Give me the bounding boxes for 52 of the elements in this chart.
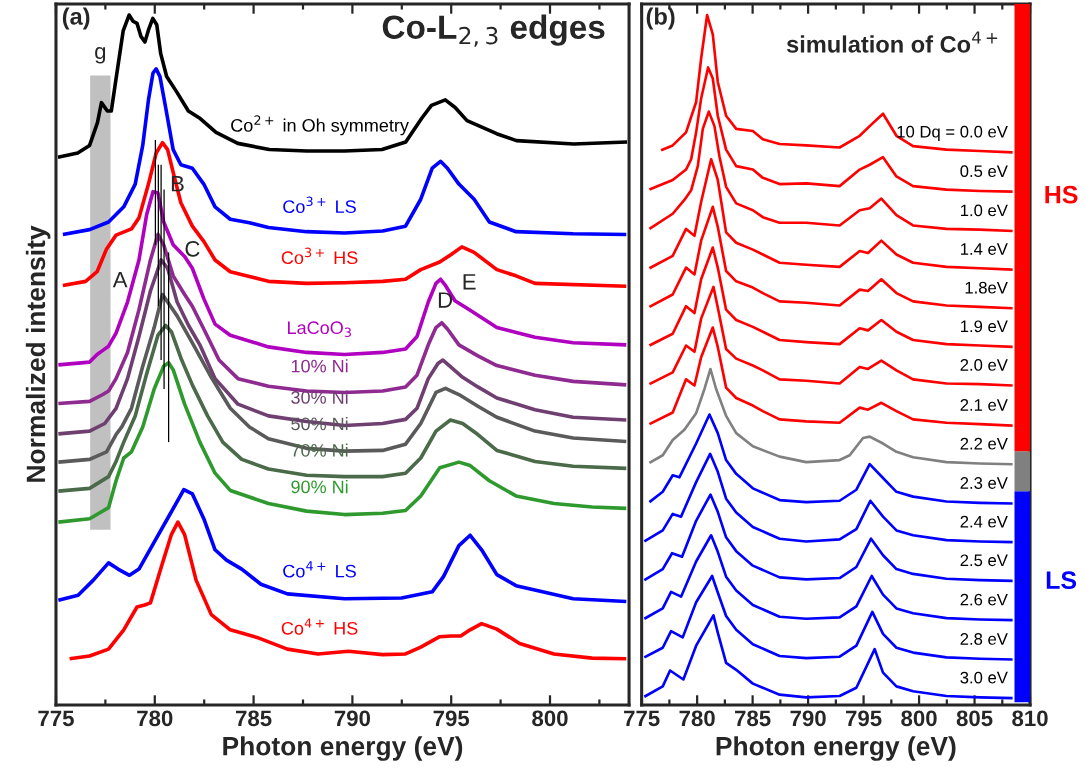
x-tick-label: 775	[624, 710, 660, 727]
chart-title: Co-L$_{2,3}$ edges	[382, 14, 605, 47]
series-label: Co$^{3+}$ HS	[281, 247, 358, 265]
band-label: g	[95, 47, 106, 64]
annotation: E	[463, 274, 476, 290]
x-tick-label: 795	[433, 710, 470, 727]
series-label: 3.0 eV	[960, 671, 1008, 684]
annotation: C	[185, 240, 200, 257]
x-tick-label: 785	[236, 710, 272, 727]
x-tick-label: 795	[846, 710, 882, 727]
series-label: 2.6 eV	[960, 593, 1008, 606]
x-tick-label: 800	[532, 710, 568, 727]
x-axis-title: Photon energy (eV)	[223, 736, 463, 761]
series-label: Co$^{4+}$ LS	[283, 561, 356, 578]
x-tick-label: 785	[735, 710, 771, 727]
series-label: 2.3 eV	[960, 477, 1008, 489]
x-tick-label: 800	[901, 710, 937, 727]
series-label: 2.1 eV	[960, 399, 1008, 411]
x-axis-title: Photon energy (eV)	[716, 736, 956, 761]
series-label: 10% Ni	[291, 359, 348, 373]
series-label: LaCoO$_{3}$	[288, 321, 351, 338]
x-tick-label: 805	[956, 710, 993, 727]
series-label: Co$^{3+}$ LS	[283, 196, 356, 214]
text: LS	[1046, 571, 1077, 590]
series-label: 90% Ni	[291, 480, 348, 494]
series-label: 2.0 eV	[960, 359, 1008, 371]
x-tick-label: 775	[38, 710, 74, 727]
text: HS	[1045, 185, 1078, 204]
series-label: 1.9 eV	[960, 320, 1008, 333]
series-label: 30% Ni	[291, 390, 348, 404]
x-tick-label: 780	[679, 710, 715, 727]
series-label: 0.5 eV	[960, 165, 1008, 178]
annotation: (a)	[62, 7, 90, 30]
series-label: 10 Dq = 0.0 eV	[897, 125, 1008, 141]
series-label: Co$^{4+}$ HS	[281, 618, 358, 635]
x-tick-label: 810	[1012, 710, 1048, 727]
series-label: Co$^{2+}$ in Oh symmetry	[231, 115, 409, 136]
series-label: 1.4 eV	[960, 243, 1008, 255]
x-tick-label: 780	[137, 710, 173, 727]
series-label: 1.8eV	[965, 281, 1008, 294]
text: simulation of Co$^{4+}$	[786, 31, 998, 53]
series-label: 2.2 eV	[960, 437, 1008, 450]
series-label: 2.8 eV	[960, 633, 1008, 645]
annotation: (b)	[646, 7, 675, 30]
annotation: A	[112, 272, 128, 288]
annotation: D	[438, 292, 453, 308]
series-label: 1.0 eV	[960, 204, 1008, 217]
series-label: 2.5 eV	[960, 554, 1008, 567]
series-label: 2.4 eV	[960, 515, 1008, 528]
x-tick-label: 790	[790, 710, 826, 727]
y-axis-title: Normalized intensity	[25, 225, 51, 482]
x-tick-label: 790	[334, 710, 371, 727]
